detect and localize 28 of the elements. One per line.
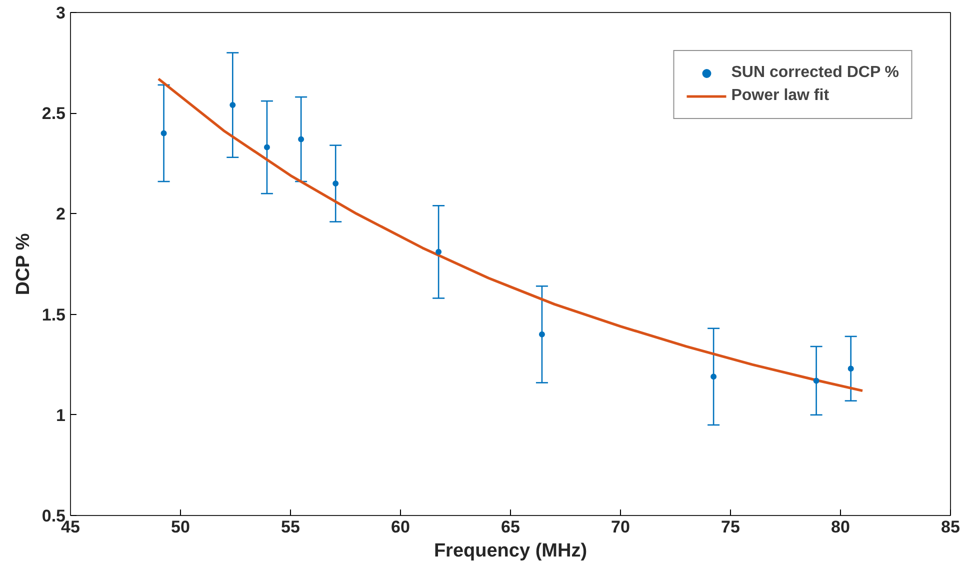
x-tick-label: 50 — [171, 518, 190, 536]
y-tick-label: 3 — [56, 4, 66, 22]
x-axis-title: Frequency (MHz) — [434, 540, 588, 562]
line-series — [157, 78, 864, 392]
point — [848, 366, 854, 372]
x-tick-label: 70 — [611, 518, 630, 536]
point — [710, 374, 717, 380]
x-tick-label: 80 — [831, 518, 850, 536]
legend-label: SUN corrected DCP % — [731, 64, 899, 82]
point — [264, 144, 270, 150]
y-tick-label: 1 — [56, 406, 66, 425]
point — [298, 136, 304, 142]
x-tick-label: 55 — [281, 518, 300, 536]
y-tick-label: 2.5 — [42, 104, 66, 124]
y-axis-title: DCP % — [12, 233, 34, 296]
x-tick-label: 85 — [941, 518, 960, 536]
y-tick-label: 1.5 — [42, 305, 66, 324]
legend-label: Power law fit — [731, 87, 830, 105]
x-tick-label: 60 — [391, 518, 410, 536]
point — [436, 248, 442, 255]
x-tick-label: 75 — [721, 518, 740, 536]
point — [332, 180, 339, 187]
point — [230, 102, 236, 108]
x-tick-label: 65 — [501, 518, 520, 536]
point — [813, 378, 820, 384]
point — [538, 331, 545, 338]
point — [160, 130, 167, 136]
y-tick-label: 2 — [56, 204, 66, 224]
